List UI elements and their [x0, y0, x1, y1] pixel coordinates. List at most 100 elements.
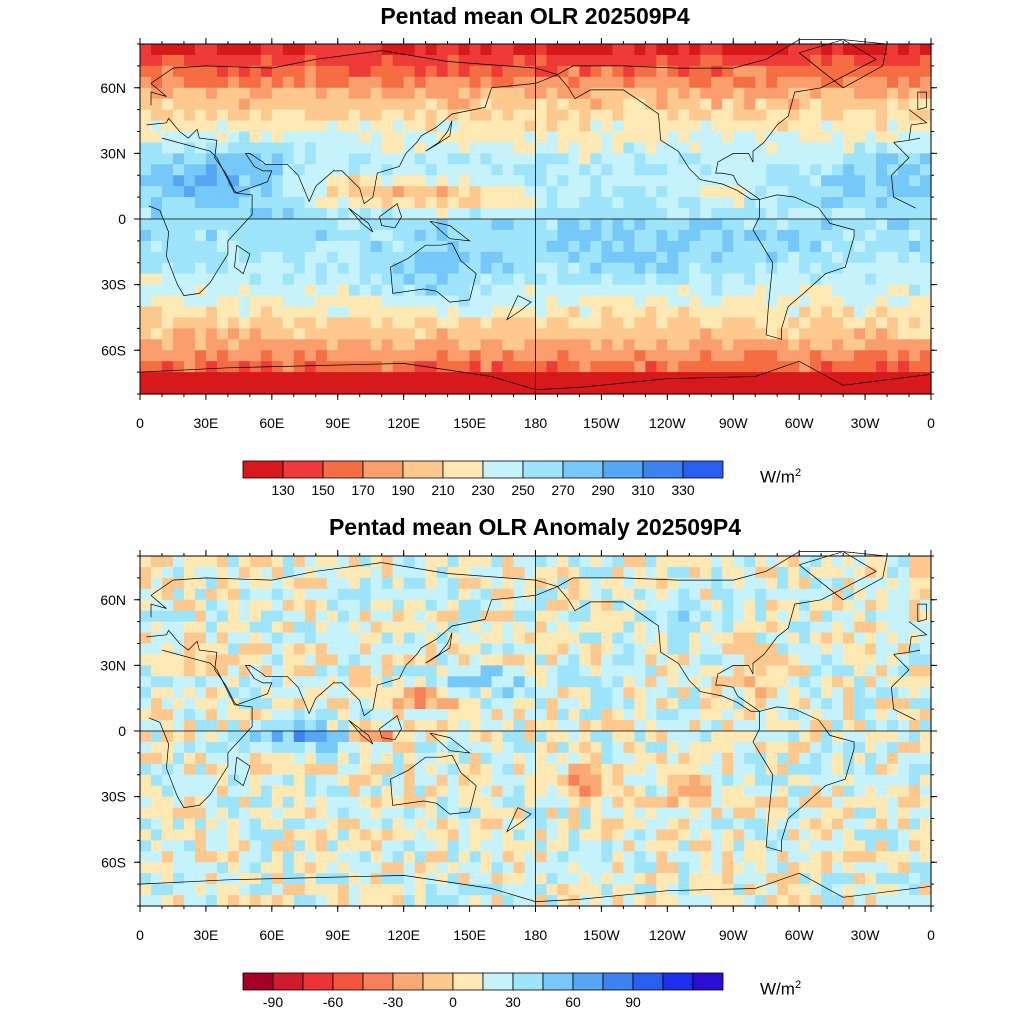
field-cell: [326, 687, 339, 699]
field-cell: [293, 361, 306, 373]
field-cell: [623, 328, 635, 340]
field-cell: [722, 643, 734, 656]
field-cell: [348, 577, 361, 590]
field-cell: [656, 372, 668, 384]
field-cell: [414, 65, 427, 78]
field-cell: [425, 131, 438, 144]
field-cell: [777, 632, 789, 645]
field-cell: [920, 752, 932, 765]
field-cell: [271, 109, 284, 122]
field-cell: [337, 98, 350, 111]
field-cell: [722, 197, 734, 209]
field-cell: [447, 251, 460, 264]
field-cell: [623, 273, 635, 286]
field-cell: [359, 87, 372, 100]
field-cell: [205, 621, 218, 634]
field-cell: [315, 610, 328, 623]
field-cell: [711, 621, 723, 634]
field-cell: [887, 654, 899, 666]
field-cell: [403, 731, 416, 743]
field-cell: [282, 873, 295, 885]
field-cell: [678, 240, 690, 253]
field-cell: [711, 273, 723, 286]
field-cell: [546, 577, 559, 590]
field-cell: [524, 87, 537, 100]
field-cell: [766, 709, 778, 721]
field-cell: [832, 251, 844, 264]
field-cell: [238, 556, 251, 568]
field-cell: [381, 752, 394, 765]
field-cell: [293, 284, 306, 297]
coastline: [348, 719, 374, 745]
field-cell: [612, 873, 624, 885]
field-cell: [612, 665, 624, 677]
field-cell: [304, 295, 317, 308]
field-cell: [216, 186, 229, 198]
field-cell: [832, 87, 844, 100]
field-cell: [799, 818, 811, 831]
field-cell: [656, 610, 668, 623]
field-cell: [546, 698, 559, 710]
field-cell: [777, 818, 789, 831]
field-cell: [161, 240, 174, 253]
field-cell: [271, 884, 284, 896]
field-cell: [480, 186, 493, 198]
field-cell: [579, 229, 592, 242]
field-cell: [293, 676, 306, 688]
field-cell: [612, 632, 624, 645]
field-cell: [502, 632, 515, 645]
field-cell: [733, 862, 745, 874]
field-cell: [140, 87, 152, 100]
field-cell: [513, 240, 526, 253]
field-cell: [315, 164, 328, 176]
field-cell: [821, 339, 833, 351]
field-cell: [348, 796, 361, 809]
field-cell: [502, 361, 515, 373]
field-cell: [843, 372, 855, 384]
field-cell: [700, 44, 712, 56]
field-cell: [370, 339, 383, 351]
field-cell: [227, 851, 240, 863]
field-cell: [260, 643, 273, 656]
field-cell: [568, 186, 581, 198]
field-cell: [766, 610, 778, 623]
field-cell: [304, 731, 317, 743]
field-cell: [436, 306, 449, 319]
field-cell: [821, 588, 833, 601]
field-cell: [821, 763, 833, 776]
field-cell: [271, 339, 284, 351]
field-cell: [832, 44, 844, 56]
field-cell: [920, 731, 932, 743]
field-cell: [436, 383, 449, 395]
field-cell: [315, 76, 328, 89]
field-cell: [425, 556, 438, 568]
coastline: [234, 244, 251, 275]
field-cell: [183, 873, 196, 885]
field-cell: [678, 774, 690, 787]
field-cell: [821, 350, 833, 362]
field-cell: [271, 577, 284, 590]
field-cell: [194, 599, 207, 612]
field-cell: [744, 109, 756, 122]
field-cell: [843, 654, 855, 666]
field-cell: [524, 251, 537, 264]
field-cell: [656, 632, 668, 645]
field-cell: [271, 251, 284, 264]
field-cell: [744, 752, 756, 765]
field-cell: [623, 306, 635, 319]
field-cell: [667, 884, 679, 896]
field-cell: [458, 109, 471, 122]
field-cell: [612, 219, 624, 231]
colorbar-box: [362, 460, 404, 479]
field-cell: [205, 709, 218, 721]
field-cell: [161, 851, 174, 863]
field-cell: [909, 818, 921, 831]
field-cell: [436, 175, 449, 187]
field-cell: [194, 577, 207, 590]
field-cell: [491, 350, 504, 362]
field-cell: [645, 818, 657, 831]
field-cell: [766, 219, 778, 231]
field-cell: [656, 873, 668, 885]
field-cell: [348, 131, 361, 144]
field-cell: [722, 632, 734, 645]
